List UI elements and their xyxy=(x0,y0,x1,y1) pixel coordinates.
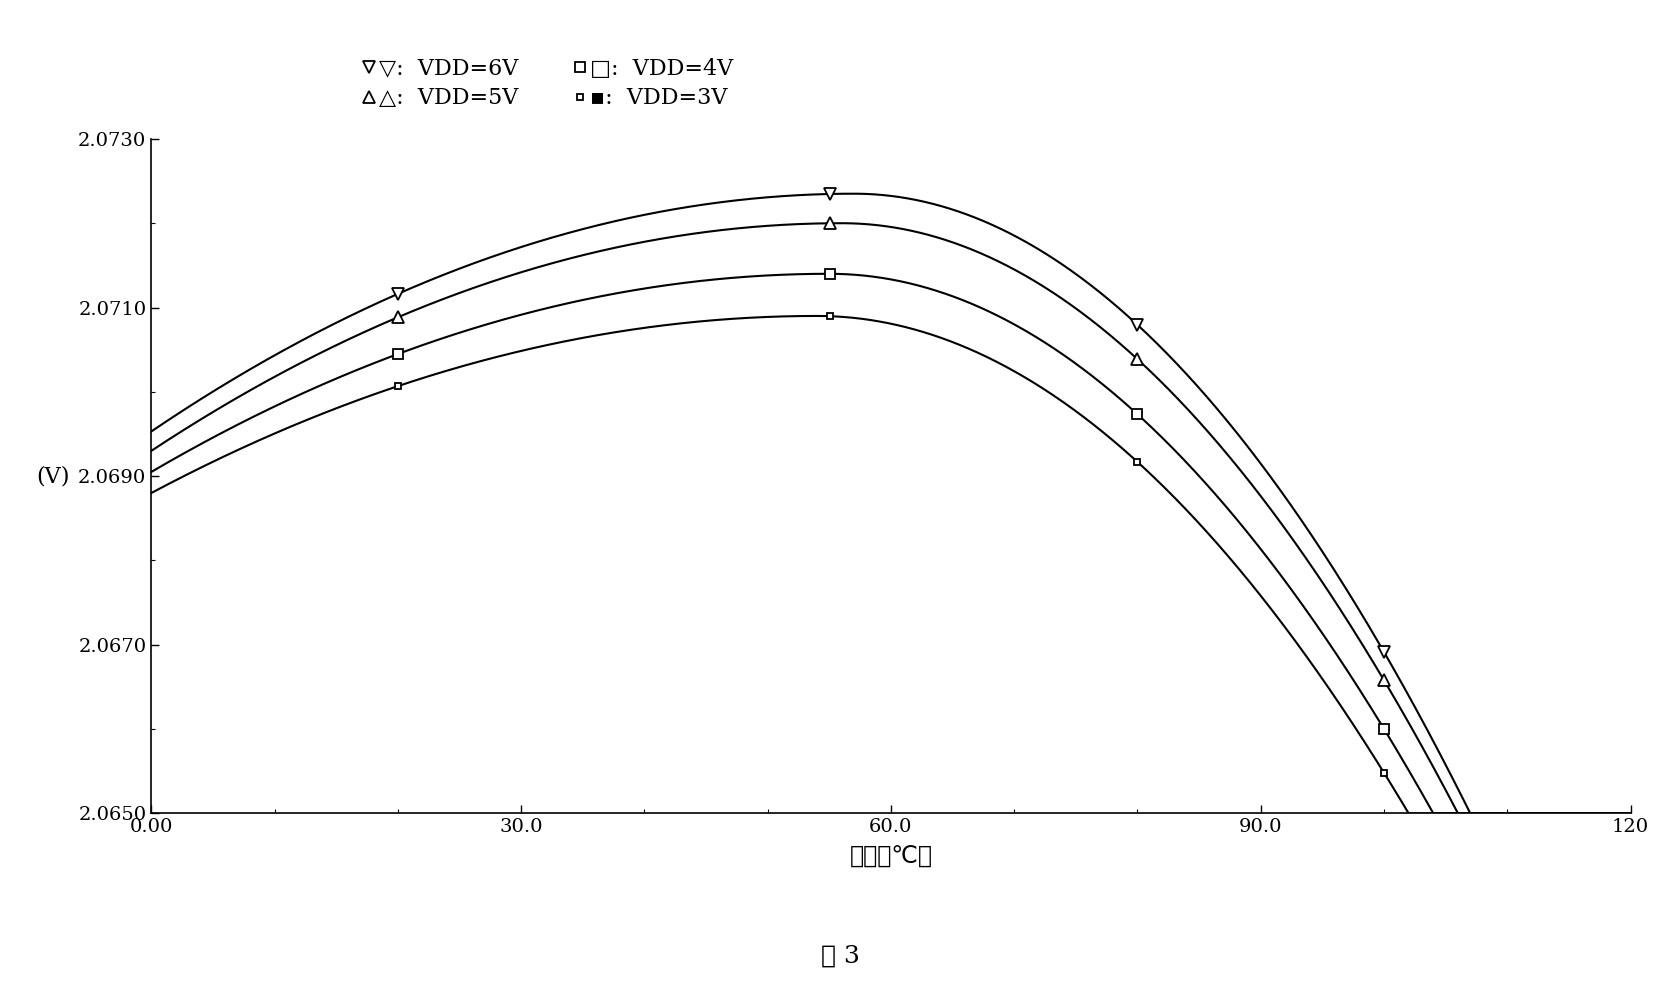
Legend: ▽:  VDD=6V, △:  VDD=5V, □:  VDD=4V, ▪:  VDD=3V: ▽: VDD=6V, △: VDD=5V, □: VDD=4V, ▪: VDD=… xyxy=(354,49,741,118)
Text: 图 3: 图 3 xyxy=(820,944,860,967)
Y-axis label: (V): (V) xyxy=(37,465,71,487)
X-axis label: 温度（℃）: 温度（℃） xyxy=(848,844,932,869)
